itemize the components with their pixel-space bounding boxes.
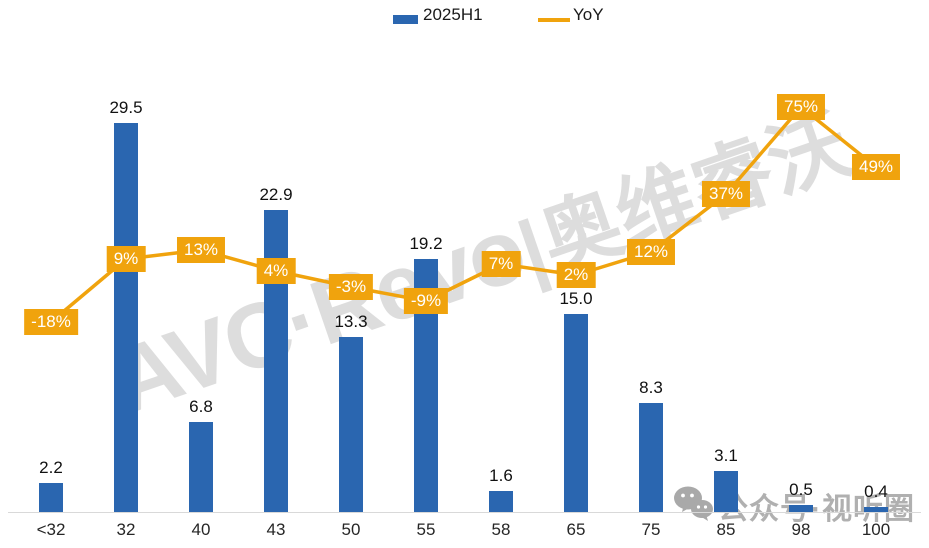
bar-value-label-55: 19.2 [409, 234, 443, 253]
bar-value-label-85: 3.1 [714, 446, 738, 465]
x-axis-label-98: 98 [791, 520, 811, 539]
bar-75 [639, 403, 663, 512]
yoy-label-40: 13% [176, 237, 226, 263]
bar-value-label-<32: 2.2 [39, 458, 63, 477]
yoy-label-100: 49% [851, 154, 901, 180]
x-axis-label-58: 58 [491, 520, 511, 539]
x-axis-label-50: 50 [341, 520, 361, 539]
bar-<32 [39, 483, 63, 512]
yoy-label-98: 75% [776, 94, 826, 120]
x-axis-label-75: 75 [641, 520, 661, 539]
bar-value-label-75: 8.3 [639, 378, 663, 397]
bar-50 [339, 337, 363, 512]
yoy-label-<32: -18% [24, 309, 78, 335]
yoy-label-65: 2% [556, 262, 596, 288]
yoy-label-50: -3% [328, 274, 374, 300]
yoy-label-32: 9% [106, 246, 146, 272]
yoy-label-75: 12% [626, 239, 676, 265]
legend-label-yoy: YoY [573, 5, 604, 24]
yoy-label-58: 7% [481, 251, 521, 277]
x-axis-label-<32: <32 [36, 520, 66, 539]
x-axis-line [8, 512, 921, 513]
legend-label-2025h1: 2025H1 [423, 5, 483, 24]
x-axis-label-65: 65 [566, 520, 586, 539]
bar-value-label-100: 0.4 [864, 482, 888, 501]
bar-value-label-43: 22.9 [259, 185, 293, 204]
x-axis-label-40: 40 [191, 520, 211, 539]
bar-value-label-98: 0.5 [789, 480, 813, 499]
yoy-label-43: 4% [256, 258, 296, 284]
yoy-label-55: -9% [403, 288, 449, 314]
bar-value-label-40: 6.8 [189, 397, 213, 416]
legend-swatch-yoy [538, 18, 570, 22]
bar-value-label-65: 15.0 [559, 289, 593, 308]
x-axis-label-85: 85 [716, 520, 736, 539]
yoy-label-85: 37% [701, 181, 751, 207]
bar-100 [864, 507, 888, 512]
bar-value-label-58: 1.6 [489, 466, 513, 485]
x-axis-label-43: 43 [266, 520, 286, 539]
legend-swatch-2025h1 [393, 15, 418, 24]
bar-43 [264, 210, 288, 512]
bar-58 [489, 491, 513, 512]
bar-32 [114, 123, 138, 512]
x-axis-label-100: 100 [861, 520, 891, 539]
bar-value-label-50: 13.3 [334, 312, 368, 331]
x-axis-label-32: 32 [116, 520, 136, 539]
bar-85 [714, 471, 738, 512]
bar-98 [789, 505, 813, 512]
x-axis-label-55: 55 [416, 520, 436, 539]
bar-40 [189, 422, 213, 512]
bar-value-label-32: 29.5 [109, 98, 143, 117]
bar-65 [564, 314, 588, 512]
